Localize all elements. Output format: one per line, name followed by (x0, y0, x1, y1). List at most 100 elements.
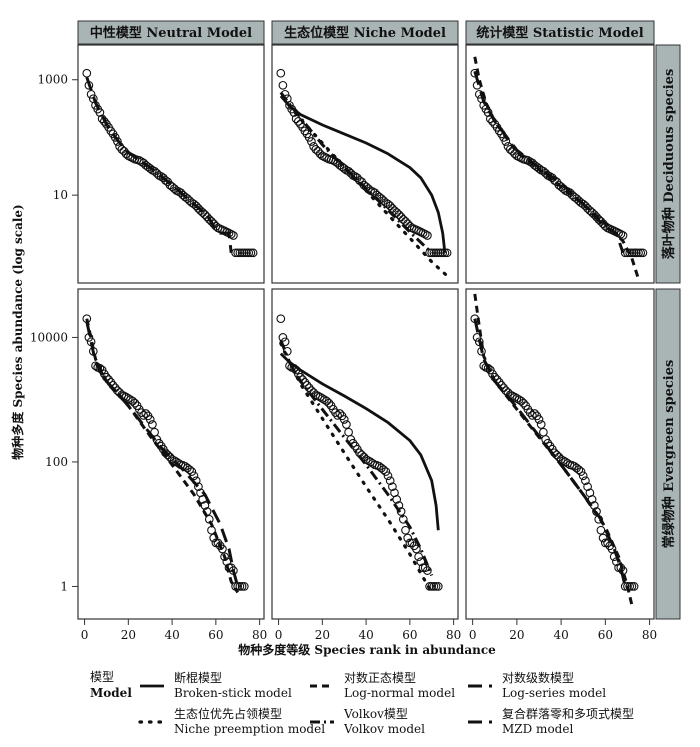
observed-point (523, 156, 533, 165)
legend-label-en: Niche preemption model (174, 722, 325, 736)
observed-point (625, 248, 635, 258)
observed-point (121, 149, 131, 159)
observed-point (530, 409, 539, 418)
x-axes: 0 20 40 60 80 0 20 40 60 80 0 20 40 60 80 (81, 619, 657, 642)
observed-point (528, 411, 537, 420)
y-tick-label-evergreen-2: 1 (60, 579, 68, 593)
observed-point (505, 145, 515, 154)
observed-point (600, 538, 610, 548)
observed-point (576, 198, 586, 208)
observed-point (148, 420, 157, 429)
observed-point (366, 457, 375, 467)
observed-point (401, 217, 410, 226)
observed-point (398, 514, 408, 524)
legend-label-en: Log-series model (502, 686, 606, 700)
observed-point (108, 380, 118, 390)
model-line-log-series-evergreen-neutral (85, 321, 240, 587)
observed-point (388, 482, 397, 492)
observed-point (169, 456, 179, 465)
panel-deciduous-statistic (465, 44, 655, 284)
legend-label-cn: 对数正态模型 (344, 670, 416, 685)
x-tick-label-neutral-3: 60 (208, 628, 223, 642)
observed-point (479, 361, 489, 371)
strip-statistic-bg (465, 20, 655, 45)
legend-label-en: Broken-stick model (174, 686, 292, 700)
observed-point (440, 248, 450, 258)
y-axes: 1000 10 10000 100 1 (30, 73, 78, 593)
observed-point (307, 137, 316, 146)
observed-point (110, 133, 120, 142)
observed-point (84, 333, 94, 342)
strip-niche-bg (271, 20, 459, 45)
panel-deciduous-niche (271, 44, 459, 284)
panel-content-deciduous-niche (276, 68, 452, 278)
column-strips: 中性模型 Neutral Model 生态位模型 Niche Model 统计模… (77, 20, 655, 45)
observed-point (576, 467, 586, 476)
observed-point (405, 221, 415, 231)
observed-point (313, 146, 323, 156)
observed-point (618, 231, 628, 240)
observed-point (627, 248, 637, 258)
observed-point (130, 398, 140, 408)
observed-point (512, 394, 522, 403)
x-tick-label-statistic-2: 40 (553, 628, 568, 642)
observed-point (237, 582, 247, 591)
observed-point (187, 467, 197, 476)
observed-point (82, 314, 92, 324)
legend-title-en: Model (90, 686, 132, 700)
x-tick-label-niche-2: 40 (358, 628, 373, 642)
observed-point (313, 391, 323, 401)
observed-point (95, 363, 105, 373)
observed-point (418, 563, 428, 573)
observed-point (416, 557, 426, 567)
observed-point (99, 117, 109, 126)
observed-point (510, 392, 520, 402)
observed-point (534, 415, 544, 424)
y-tick-label-evergreen-1: 100 (45, 455, 68, 469)
observed-point (485, 114, 495, 124)
observed-point (280, 89, 290, 99)
observed-point (396, 507, 406, 516)
observed-point (276, 314, 286, 324)
observed-point (86, 337, 96, 347)
observed-point (433, 248, 443, 258)
strip-neutral-label: 中性模型 Neutral Model (90, 25, 252, 41)
observed-point (470, 68, 480, 78)
legend-title-cn: 模型 (90, 670, 114, 684)
strip-deciduous-label: 落叶物种 Deciduous species (661, 69, 677, 260)
observed-point (483, 108, 493, 117)
observed-point (429, 248, 439, 258)
observed-point (154, 438, 164, 448)
panel-evergreen-neutral (77, 288, 265, 620)
observed-point (86, 89, 96, 99)
observed-point (508, 146, 517, 156)
observed-point (82, 68, 92, 78)
observed-point (104, 375, 113, 384)
observed-point (623, 582, 632, 591)
x-tick-label-neutral-2: 40 (164, 628, 179, 642)
observed-point (383, 471, 393, 481)
observed-point (302, 380, 312, 390)
observed-point (355, 176, 364, 185)
observed-point (490, 372, 500, 382)
observed-point (414, 552, 423, 562)
observed-point (589, 501, 599, 510)
observed-point (315, 392, 325, 402)
panel-content-evergreen-statistic (470, 293, 639, 606)
observed-point (339, 164, 349, 173)
x-tick-label-niche-4: 80 (446, 628, 461, 642)
observed-point (91, 361, 100, 371)
observed-point (483, 363, 493, 373)
observed-point (285, 361, 294, 371)
observed-point (634, 248, 643, 258)
observed-point (394, 501, 404, 510)
observed-point (291, 114, 301, 124)
panel-frame-deciduous-niche (271, 44, 459, 284)
observed-point (134, 156, 144, 165)
observed-point (385, 201, 395, 211)
legend-label-en: Log-normal model (344, 686, 455, 700)
